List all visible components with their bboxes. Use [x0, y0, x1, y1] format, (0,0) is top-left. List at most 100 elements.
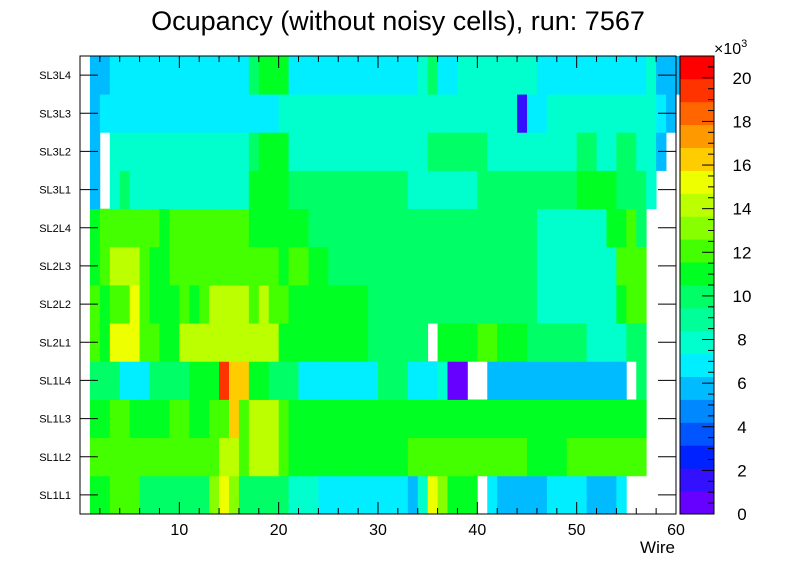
heatmap-cell [318, 361, 329, 400]
heatmap-cell [189, 132, 200, 171]
heatmap-cell [487, 323, 498, 362]
heatmap-cell [566, 361, 578, 400]
heatmap-cell [189, 361, 200, 400]
heatmap-cell [109, 399, 121, 439]
heatmap-cell [527, 94, 538, 133]
heatmap-cell [278, 475, 289, 515]
x-axis-title: Wire [640, 538, 675, 557]
heatmap-cell [576, 208, 587, 248]
heatmap-cell [199, 246, 210, 286]
heatmap-cell [497, 399, 508, 439]
heatmap-cell [556, 399, 568, 439]
z-tick-label: 6 [737, 374, 746, 393]
heatmap-cell [616, 323, 627, 362]
heatmap-cell [566, 475, 578, 515]
heatmap-cell [248, 285, 260, 324]
heatmap-cell [397, 170, 409, 210]
heatmap-cell [149, 170, 160, 210]
heatmap-cell [238, 437, 250, 477]
heatmap-cell [646, 132, 657, 171]
heatmap-cell [298, 246, 309, 286]
heatmap-cell [199, 361, 210, 400]
z-tick-label: 12 [733, 243, 752, 262]
heatmap-cell [129, 285, 140, 324]
color-scale-band [680, 101, 714, 126]
color-scale-band [680, 399, 714, 423]
heatmap-cell [368, 170, 379, 210]
heatmap-cell [387, 361, 399, 400]
heatmap-cell [447, 285, 458, 324]
heatmap-cell [497, 208, 508, 248]
y-tick-label: SL1L1 [39, 490, 71, 502]
heatmap-cell [507, 208, 518, 248]
heatmap-cell [109, 208, 121, 248]
heatmap-cell [437, 94, 448, 133]
heatmap-cell [477, 285, 488, 324]
heatmap-cell [447, 399, 458, 439]
heatmap-cell [487, 285, 498, 324]
heatmap-cell [477, 208, 488, 248]
heatmap-cell [497, 246, 508, 286]
x-tick-label: 60 [667, 522, 685, 539]
heatmap-cell [358, 399, 369, 439]
heatmap-cell [298, 399, 309, 439]
heatmap-cell [199, 170, 210, 210]
heatmap-cell [248, 475, 260, 515]
heatmap-cell [487, 475, 498, 515]
heatmap-cell [99, 475, 111, 515]
heatmap-cell [308, 285, 319, 324]
heatmap-cell [209, 56, 220, 95]
heatmap-cell [298, 437, 309, 477]
heatmap-cell [596, 475, 607, 515]
heatmap-cell [378, 361, 389, 400]
heatmap-cell [636, 170, 647, 210]
heatmap-cell [189, 285, 200, 324]
heatmap-cell [258, 170, 270, 210]
heatmap-cell [338, 285, 349, 324]
heatmap-cell [139, 323, 150, 362]
heatmap-cell [536, 361, 548, 400]
heatmap-cell [378, 437, 389, 477]
heatmap-cell [248, 399, 260, 439]
heatmap-cell [129, 323, 140, 362]
heatmap-cell [229, 475, 240, 515]
heatmap-cell [457, 208, 468, 248]
heatmap-cell [368, 399, 379, 439]
heatmap-cell [159, 285, 170, 324]
heatmap-cell [129, 246, 140, 286]
heatmap-cell [189, 475, 200, 515]
heatmap-cell [457, 132, 468, 171]
heatmap-cell [596, 208, 607, 248]
z-tick-label: 0 [737, 505, 746, 524]
heatmap-cell [378, 56, 389, 95]
z-tick-label: 2 [737, 461, 746, 480]
heatmap-cell [447, 361, 458, 400]
heatmap-cell [308, 208, 319, 248]
heatmap-cell [497, 437, 508, 477]
heatmap-cell [348, 94, 359, 133]
heatmap-cell [358, 56, 369, 95]
heatmap-cell [209, 246, 220, 286]
heatmap-cell [417, 208, 429, 248]
heatmap-cell [447, 170, 458, 210]
heatmap-cell [159, 208, 170, 248]
heatmap-cell [99, 361, 111, 400]
heatmap-cell [407, 94, 419, 133]
heatmap-cell [427, 132, 438, 171]
heatmap-cell [437, 437, 448, 477]
heatmap-cell [229, 285, 240, 324]
heatmap-cell [288, 285, 299, 324]
heatmap-cell [318, 56, 329, 95]
heatmap-cell [338, 170, 349, 210]
heatmap-cell [368, 208, 379, 248]
heatmap-cell [457, 361, 468, 400]
heatmap-cell [288, 94, 299, 133]
y-tick-label: SL3L3 [39, 108, 71, 120]
heatmap-cell [149, 399, 160, 439]
heatmap-cell [328, 208, 339, 248]
heatmap-cell [298, 132, 309, 171]
heatmap-cell [229, 94, 240, 133]
heatmap-cell [507, 246, 518, 286]
heatmap-cell [219, 361, 230, 400]
heatmap-cell [348, 132, 359, 171]
